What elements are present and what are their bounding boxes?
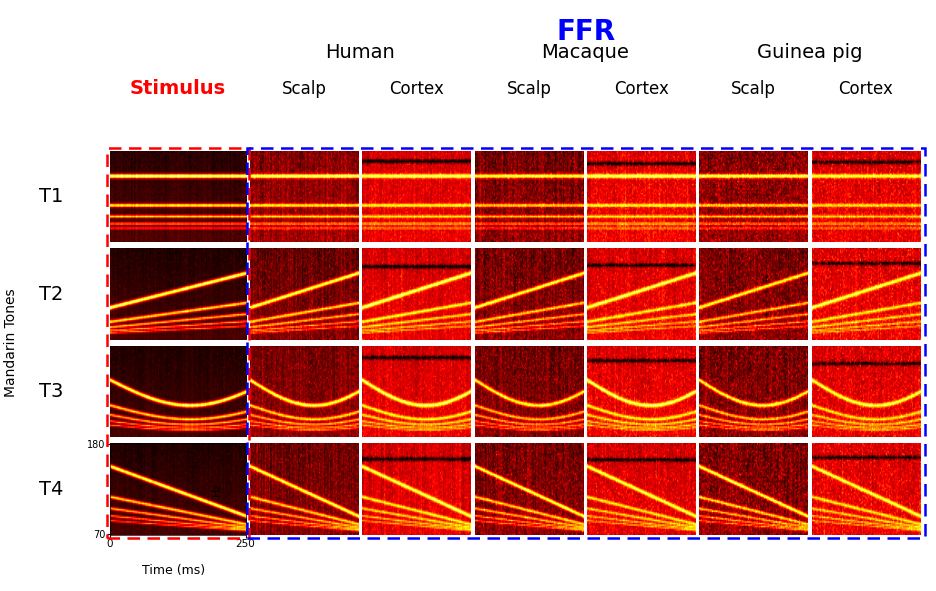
Text: Time (ms): Time (ms) — [141, 564, 205, 577]
Text: Scalp: Scalp — [282, 80, 327, 98]
Text: Hz: Hz — [212, 482, 222, 496]
Text: Cortex: Cortex — [839, 80, 893, 98]
Text: T4: T4 — [39, 479, 64, 499]
Text: T3: T3 — [39, 382, 64, 401]
Text: Scalp: Scalp — [506, 80, 551, 98]
Text: Cortex: Cortex — [389, 80, 444, 98]
Text: Mandarin Tones: Mandarin Tones — [5, 288, 18, 397]
Text: FFR: FFR — [556, 18, 616, 46]
Text: Stimulus: Stimulus — [130, 79, 226, 98]
Text: Scalp: Scalp — [731, 80, 776, 98]
Text: Macaque: Macaque — [541, 43, 629, 62]
Text: Human: Human — [326, 43, 395, 62]
Text: T1: T1 — [39, 187, 64, 206]
Text: Cortex: Cortex — [614, 80, 668, 98]
Text: Guinea pig: Guinea pig — [757, 43, 862, 62]
Text: T2: T2 — [39, 284, 64, 304]
